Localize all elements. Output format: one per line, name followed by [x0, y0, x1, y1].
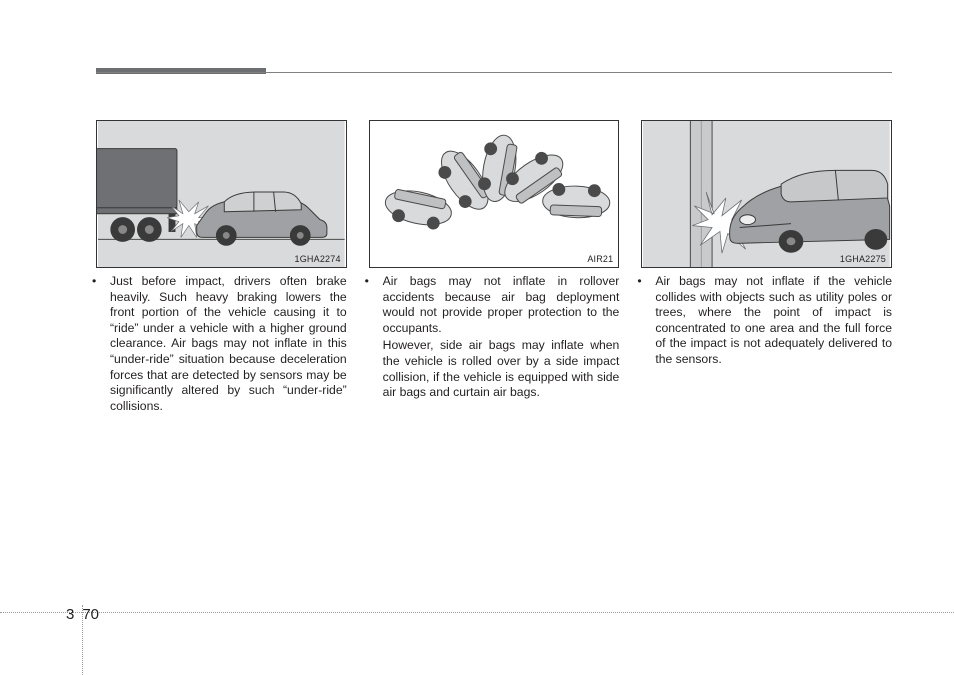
page-number: 3 70 — [66, 606, 99, 623]
pole-illustration — [642, 121, 891, 267]
column-1: 1GHA2274 Just before impact, drivers oft… — [96, 120, 347, 416]
manual-page: 1GHA2274 Just before impact, drivers oft… — [0, 0, 954, 675]
header-rule-thick — [96, 68, 266, 74]
figure-label: 1GHA2275 — [840, 254, 886, 264]
header-rule-thin — [96, 72, 892, 73]
bullet-text: Just before impact, drivers often brake … — [110, 274, 347, 414]
chapter-number: 3 — [66, 606, 74, 623]
header-rule — [96, 68, 892, 70]
content-columns: 1GHA2274 Just before impact, drivers oft… — [96, 120, 892, 416]
figure-label: 1GHA2274 — [295, 254, 341, 264]
column-3-text: Air bags may not inflate if the vehicle … — [641, 274, 892, 368]
bullet-text: Air bags may not inflate if the vehicle … — [655, 274, 892, 368]
continuation-text: However, side air bags may inflate when … — [383, 338, 620, 400]
column-1-text: Just before impact, drivers often brake … — [96, 274, 347, 414]
figure-rollover: AIR21 — [369, 120, 620, 268]
figure-under-ride: 1GHA2274 — [96, 120, 347, 268]
column-3: 1GHA2275 Air bags may not inflate if the… — [641, 120, 892, 416]
bullet-text: Air bags may not inflate in rollover acc… — [383, 274, 620, 336]
under-ride-illustration — [97, 121, 346, 267]
figure-pole: 1GHA2275 — [641, 120, 892, 268]
rollover-illustration — [370, 121, 619, 267]
column-2: AIR21 Air bags may not inflate in rollov… — [369, 120, 620, 416]
column-2-text: Air bags may not inflate in rollover acc… — [369, 274, 620, 401]
page-number-value: 70 — [82, 606, 99, 623]
figure-label: AIR21 — [587, 254, 613, 264]
footer-dotted-rule — [0, 612, 954, 613]
